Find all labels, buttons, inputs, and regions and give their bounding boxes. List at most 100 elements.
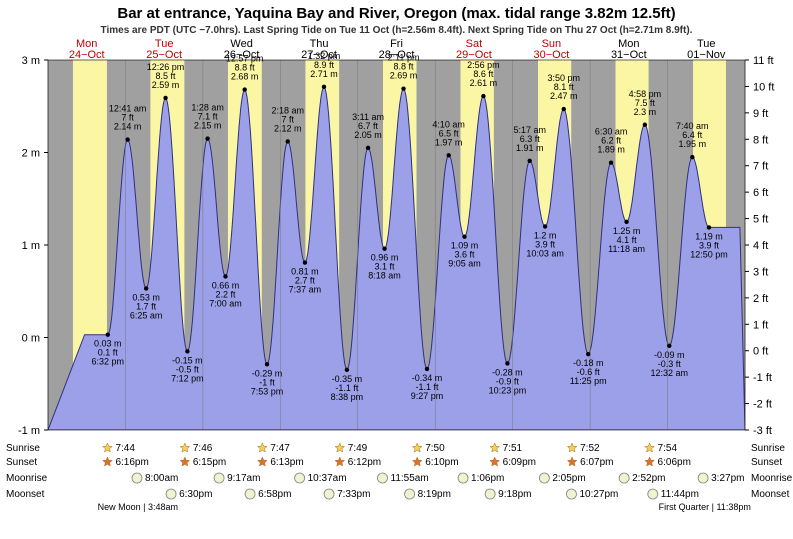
sunset-time: 6:12pm <box>348 457 381 468</box>
moonrise-time: 2:52pm <box>632 473 665 484</box>
tide-label: 12:32 am <box>651 368 689 378</box>
tide-label: 7:37 am <box>289 285 322 295</box>
tide-point <box>144 286 148 290</box>
sunrise-time: 7:47 <box>270 443 290 454</box>
sunset-time: 6:09pm <box>503 457 536 468</box>
moonset-time: 6:58pm <box>258 489 291 500</box>
sunrise-time: 7:50 <box>425 443 445 454</box>
moonset-row-label-left: Moonset <box>6 489 45 500</box>
moon-icon <box>458 473 468 483</box>
star-icon <box>103 443 113 452</box>
tide-label: 11:18 am <box>608 244 645 254</box>
day-date: 01−Nov <box>687 49 726 61</box>
tide-label: 2.12 m <box>274 123 302 133</box>
y-right-tick: -1 ft <box>753 372 772 384</box>
tide-point <box>425 367 429 371</box>
star-icon <box>258 443 268 452</box>
sunrise-time: 7:44 <box>115 443 135 454</box>
tide-point <box>223 274 227 278</box>
moonset-time: 8:19pm <box>418 489 451 500</box>
tide-point <box>265 362 269 366</box>
y-right-tick: 8 ft <box>753 134 768 146</box>
tide-point <box>505 361 509 365</box>
sunrise-row-label-right: Sunrise <box>751 443 785 454</box>
tide-label: 1.91 m <box>516 143 544 153</box>
moon-icon <box>566 489 576 499</box>
tide-label: 2.3 m <box>634 107 657 117</box>
y-right-tick: 0 ft <box>753 346 768 358</box>
tide-point <box>667 344 671 348</box>
moon-icon <box>214 473 224 483</box>
tide-label: 7:12 pm <box>171 373 204 383</box>
moon-icon <box>698 473 708 483</box>
sunrise-time: 7:51 <box>503 443 523 454</box>
tide-label: 2.69 m <box>390 71 418 81</box>
tide-point <box>643 123 647 127</box>
day-date: 25−Oct <box>146 49 182 61</box>
tide-label: 2.68 m <box>231 72 259 82</box>
moon-icon <box>245 489 255 499</box>
tide-label: 1.97 m <box>435 137 463 147</box>
moon-phase-label: New Moon | 3:48am <box>98 502 178 512</box>
tide-label: 8:38 pm <box>331 392 364 402</box>
star-icon <box>180 457 190 466</box>
tide-point <box>586 352 590 356</box>
moon-phase-label: First Quarter | 11:38pm <box>659 502 751 512</box>
tide-point <box>286 139 290 143</box>
sunset-time: 6:10pm <box>425 457 458 468</box>
y-right-tick: 4 ft <box>753 240 768 252</box>
y-right-tick: 6 ft <box>753 187 768 199</box>
tide-point <box>322 85 326 89</box>
y-right-tick: -3 ft <box>753 425 772 437</box>
sunset-row-label-left: Sunset <box>6 457 37 468</box>
tide-label: 1.89 m <box>597 145 625 155</box>
moonrise-time: 2:05pm <box>552 473 585 484</box>
sunrise-row-label-left: Sunrise <box>6 443 40 454</box>
moonset-time: 9:18pm <box>498 489 531 500</box>
moon-icon <box>648 489 658 499</box>
sunrise-time: 7:49 <box>348 443 368 454</box>
day-date: 24−Oct <box>69 49 105 61</box>
y-left-tick: 2 m <box>22 148 40 160</box>
star-icon <box>567 457 577 466</box>
y-left-tick: 0 m <box>22 333 40 345</box>
tide-point <box>609 160 613 164</box>
moonset-time: 11:44pm <box>661 489 699 500</box>
tide-label: 2.47 m <box>550 91 578 101</box>
tide-label: 7:00 am <box>209 298 242 308</box>
sunset-time: 6:15pm <box>193 457 226 468</box>
day-date: 30−Oct <box>533 49 569 61</box>
tide-point <box>185 349 189 353</box>
y-right-tick: 5 ft <box>753 214 768 226</box>
moon-icon <box>485 489 495 499</box>
tide-label: 2.71 m <box>310 69 338 79</box>
tide-label: 9:27 pm <box>411 391 444 401</box>
y-right-tick: 2 ft <box>753 293 768 305</box>
day-date: 31−Oct <box>611 49 647 61</box>
chart-title: Bar at entrance, Yaquina Bay and River, … <box>117 5 675 22</box>
moon-icon <box>166 489 176 499</box>
tide-point <box>303 260 307 264</box>
tide-label: 2.14 m <box>114 122 142 132</box>
moonrise-time: 11:55am <box>391 473 429 484</box>
tide-label: 1.95 m <box>679 139 707 149</box>
star-icon <box>645 457 655 466</box>
tide-point <box>382 247 386 251</box>
tide-point <box>446 153 450 157</box>
tide-point <box>707 225 711 229</box>
moon-icon <box>539 473 549 483</box>
star-icon <box>567 443 577 452</box>
moonset-time: 6:30pm <box>179 489 212 500</box>
sunrise-time: 7:54 <box>658 443 678 454</box>
moonrise-time: 10:37am <box>308 473 347 484</box>
chart-subtitle: Times are PDT (UTC −7.0hrs). Last Spring… <box>101 25 693 36</box>
tide-point <box>528 159 532 163</box>
tide-point <box>163 96 167 100</box>
moonrise-row-label-left: Moonrise <box>6 473 48 484</box>
y-right-tick: -2 ft <box>753 399 772 411</box>
tide-label: 2.05 m <box>354 130 382 140</box>
tide-point <box>462 234 466 238</box>
tide-point <box>401 86 405 90</box>
tide-point <box>242 87 246 91</box>
moonset-time: 10:27pm <box>579 489 618 500</box>
